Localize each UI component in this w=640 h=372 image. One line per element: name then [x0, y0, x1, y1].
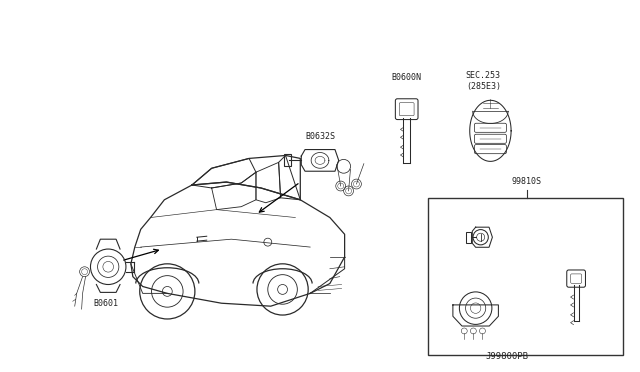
- Bar: [467, 232, 471, 243]
- Text: B0632S: B0632S: [305, 132, 335, 141]
- Text: J99800PB: J99800PB: [486, 352, 529, 361]
- Bar: [284, 154, 291, 166]
- Text: 99810S: 99810S: [512, 177, 542, 186]
- Text: B0601: B0601: [93, 299, 118, 308]
- Text: SEC.253: SEC.253: [466, 71, 500, 80]
- Text: (285E3): (285E3): [466, 83, 500, 92]
- Bar: [428, 198, 623, 355]
- Text: B0600N: B0600N: [391, 73, 421, 81]
